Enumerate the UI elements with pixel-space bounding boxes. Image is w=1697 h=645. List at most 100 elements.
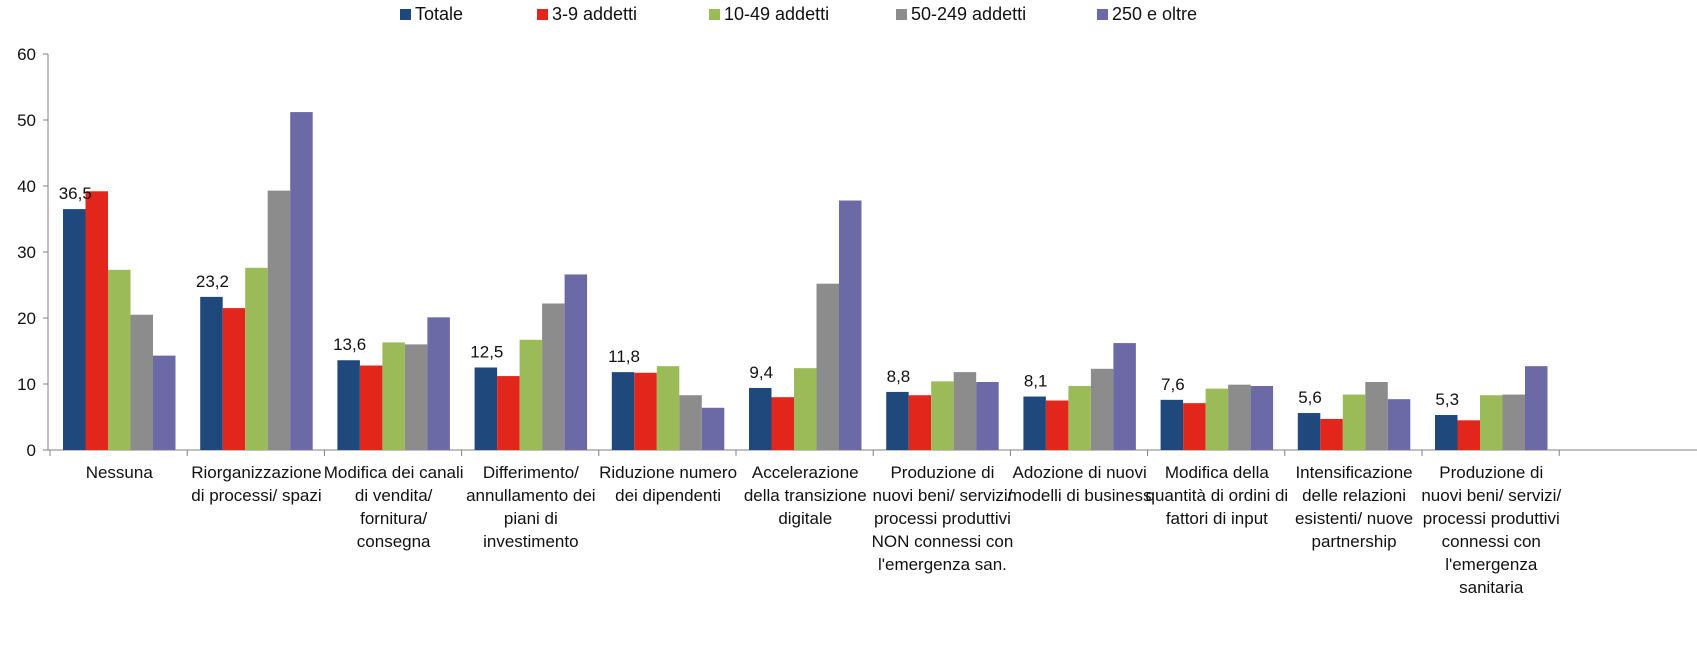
category-label-line: sanitaria [1459, 578, 1524, 597]
legend-item: Totale [400, 4, 463, 25]
bar [474, 367, 498, 450]
category-label-line: Intensificazione [1295, 463, 1412, 482]
bar [1090, 368, 1114, 450]
category-label-line: quantità di ordini di [1145, 486, 1288, 505]
bar [931, 381, 954, 450]
bar [1480, 395, 1503, 450]
bar [85, 191, 108, 450]
category-label-line: nuovi beni/ servizi/ [873, 486, 1013, 505]
category-label-line: processi produttivi [1423, 509, 1560, 528]
category-label-line: consegna [357, 532, 431, 551]
legend-swatch [400, 9, 411, 20]
y-tick-label: 0 [27, 441, 36, 460]
legend-label: 10-49 addetti [724, 4, 830, 24]
category-label-line: Nessuna [86, 463, 154, 482]
bar [816, 283, 839, 450]
bar [656, 366, 680, 450]
legend-swatch [537, 9, 548, 20]
bar [634, 372, 657, 450]
legend-item: 3-9 addetti [537, 4, 637, 25]
bar [1250, 385, 1274, 450]
bar [701, 407, 725, 450]
bar [886, 391, 909, 450]
legend-swatch [709, 9, 720, 20]
legend-swatch [1097, 9, 1108, 20]
bar [1045, 400, 1069, 450]
y-tick-label: 40 [17, 177, 36, 196]
legend-label: 3-9 addetti [552, 4, 638, 24]
category-label-line: Riduzione numero [599, 463, 737, 482]
bar [1068, 385, 1091, 450]
category-label-line: di vendita/ [355, 486, 433, 505]
bar [839, 200, 862, 450]
bar [382, 342, 405, 450]
category-label-line: Differimento/ [483, 463, 579, 482]
bar [1297, 413, 1321, 450]
bar [337, 360, 360, 450]
category-label: Differimento/annullamento dei piani di inv… [466, 463, 595, 551]
category-label-line: della transizione [744, 486, 867, 505]
data-label: 9,4 [749, 363, 773, 382]
category-label-line: piani di [504, 509, 558, 528]
data-label: 5,6 [1298, 388, 1322, 407]
bar [200, 296, 223, 450]
category-label: Accelerazione della transizione digitale [744, 463, 867, 528]
bar [1525, 366, 1548, 450]
y-tick-label: 20 [17, 309, 36, 328]
legend-item: 10-49 addetti [709, 4, 829, 25]
category-label: Modifica della quantità di ordini di fatto… [1145, 463, 1288, 528]
bar [1228, 384, 1251, 450]
bar [1457, 420, 1480, 450]
category-label-line: Modifica della [1165, 463, 1269, 482]
category-label-line: di processi/ spazi [191, 486, 321, 505]
category-label: Nessuna [86, 463, 154, 482]
category-label-line: Riorganizzazione [191, 463, 321, 482]
legend-label: 50-249 addetti [911, 4, 1027, 24]
category-label: Adozione di nuovi modelli di business [1008, 463, 1152, 505]
bar [953, 372, 977, 450]
data-label: 7,6 [1161, 375, 1185, 394]
category-label-line: l'emergenza san. [878, 555, 1007, 574]
category-label-line: digitale [778, 509, 832, 528]
category-label-line: Accelerazione [752, 463, 859, 482]
data-label: 36,5 [59, 184, 92, 203]
bar [542, 303, 565, 450]
category-label: Produzione di nuovi beni/ servizi/process… [1421, 463, 1561, 597]
bar [794, 368, 817, 450]
bar [1365, 382, 1388, 450]
category-label: Produzione di nuovi beni/ servizi/process… [872, 463, 1014, 574]
y-tick-label: 60 [17, 45, 36, 64]
bar [519, 339, 543, 450]
data-label: 12,5 [470, 343, 503, 362]
bar [564, 274, 588, 450]
bar [611, 372, 635, 450]
y-tick-label: 30 [17, 243, 36, 262]
category-label-line: l'emergenza [1445, 555, 1538, 574]
category-label-line: fornitura/ [360, 509, 427, 528]
category-label: Modifica dei canali di vendita/fornitura/… [324, 463, 464, 551]
category-label-line: Adozione di nuovi [1013, 463, 1147, 482]
bar [679, 395, 702, 450]
bar [1023, 396, 1046, 450]
data-label: 8,1 [1024, 372, 1048, 391]
bar [908, 395, 932, 450]
bar [1113, 343, 1136, 450]
category-label: Intensificazione delle relazioni esistenti… [1295, 463, 1413, 551]
category-label-line: modelli di business [1008, 486, 1152, 505]
data-label: 11,8 [608, 347, 640, 366]
bar [749, 387, 772, 450]
y-tick-label: 10 [17, 375, 36, 394]
bar [290, 112, 313, 450]
bar [1387, 399, 1411, 450]
data-label: 23,2 [196, 272, 229, 291]
category-label: Riduzione numero dei dipendenti [599, 463, 737, 505]
legend-item: 250 e oltre [1097, 4, 1197, 25]
bar [245, 267, 268, 450]
legend-label: Totale [415, 4, 464, 24]
bar [771, 397, 794, 450]
bar [108, 269, 131, 450]
bar [1435, 415, 1458, 450]
bar [359, 365, 383, 450]
y-tick-label: 50 [17, 111, 36, 130]
